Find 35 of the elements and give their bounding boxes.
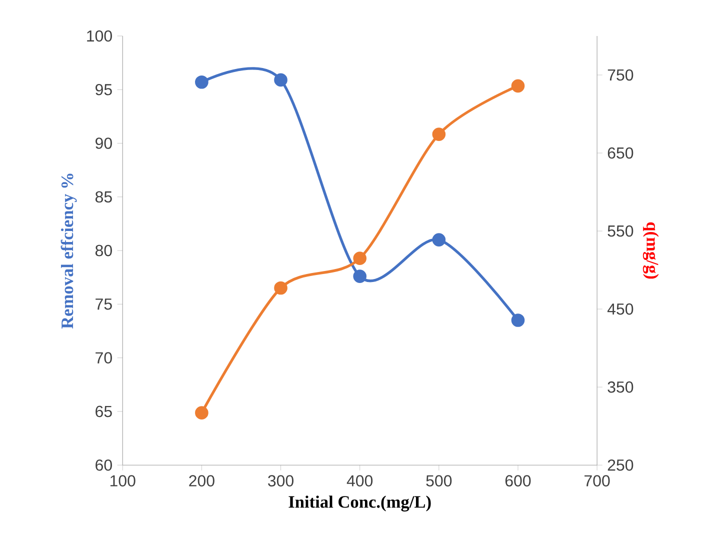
point bbox=[274, 281, 288, 294]
x-tick-label: 700 bbox=[584, 474, 610, 486]
x-axis-title: Initial Conc.(mg/L) bbox=[288, 495, 431, 512]
point bbox=[195, 75, 208, 89]
y2-tick-label: 450 bbox=[607, 303, 634, 315]
y-tick-label: 95 bbox=[96, 84, 112, 96]
point bbox=[511, 79, 525, 92]
y-tick-label: 90 bbox=[96, 137, 112, 149]
x-tick-label: 100 bbox=[110, 474, 136, 486]
point bbox=[511, 313, 525, 327]
y-tick-label: 80 bbox=[95, 244, 112, 256]
y-tick-label: 85 bbox=[95, 191, 112, 202]
x-tick-label: 400 bbox=[346, 474, 373, 486]
y-tick-label: 65 bbox=[96, 406, 112, 417]
y2-axis-title: q(mg/g) bbox=[642, 222, 659, 278]
point bbox=[432, 127, 446, 141]
y-tick-label: 70 bbox=[96, 352, 112, 364]
x-tick-label: 500 bbox=[426, 474, 452, 486]
y2-tick-label: 250 bbox=[608, 459, 634, 471]
x-tick-label: 600 bbox=[505, 474, 531, 486]
y2-tick-label: 750 bbox=[608, 69, 634, 80]
y-axis-title: Removal effciency % bbox=[60, 174, 77, 328]
y2-tick-label: 350 bbox=[608, 381, 634, 393]
point bbox=[274, 73, 288, 86]
point bbox=[195, 406, 208, 420]
point bbox=[353, 269, 366, 283]
point bbox=[353, 251, 366, 265]
y-tick-label: 75 bbox=[96, 298, 112, 310]
y2-tick-label: 550 bbox=[608, 225, 634, 236]
x-tick-label: 200 bbox=[189, 474, 214, 486]
point bbox=[432, 232, 446, 246]
y2-tick-label: 650 bbox=[608, 147, 634, 158]
y-tick-label: 60 bbox=[96, 459, 112, 471]
y-tick-label: 100 bbox=[87, 30, 112, 42]
x-tick-label: 300 bbox=[268, 474, 294, 486]
